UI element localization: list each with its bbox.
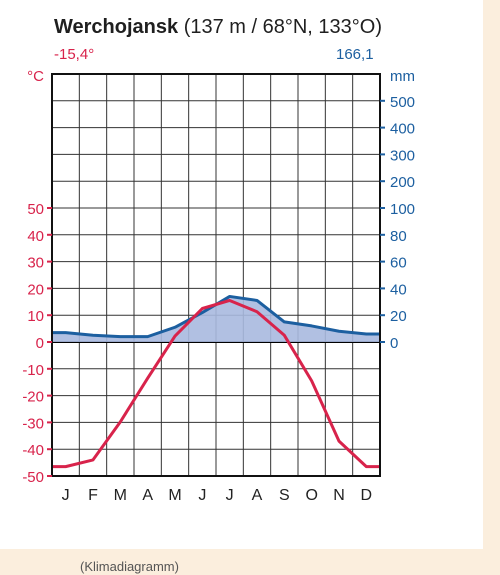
precipitation-tick-label: 400 bbox=[390, 121, 415, 138]
station-name: Werchojansk bbox=[54, 16, 179, 38]
precipitation-tick-label: 80 bbox=[390, 228, 407, 245]
precipitation-tick-label: 20 bbox=[390, 308, 407, 325]
figure-caption: (Klimadiagramm) bbox=[80, 559, 179, 574]
temperature-unit-label: °C bbox=[27, 68, 44, 85]
month-label: A bbox=[252, 487, 263, 504]
temperature-axis: 50 40 30 20 10 0 -10 -20 -30 -40 -50 °C bbox=[22, 68, 52, 486]
chart-grid bbox=[52, 74, 380, 476]
temperature-tick-label: 30 bbox=[27, 255, 44, 272]
month-label: A bbox=[142, 487, 153, 504]
temperature-tick-label: 50 bbox=[27, 201, 44, 218]
temperature-tick-label: -50 bbox=[22, 469, 44, 486]
temperature-tick-label: -40 bbox=[22, 442, 44, 459]
precipitation-unit-label: mm bbox=[390, 68, 415, 85]
temperature-tick-label: 10 bbox=[27, 308, 44, 325]
month-label: J bbox=[198, 487, 206, 504]
temperature-line bbox=[52, 298, 380, 469]
precipitation-tick-label: 60 bbox=[390, 255, 407, 272]
precipitation-tick-label: 0 bbox=[390, 335, 398, 352]
month-label: S bbox=[279, 487, 290, 504]
temperature-tick-label: 0 bbox=[36, 335, 44, 352]
chart-title: Werchojansk (137 m / 68°N, 133°O) bbox=[54, 16, 382, 39]
temperature-tick-label: 40 bbox=[27, 228, 44, 245]
month-label: M bbox=[168, 487, 181, 504]
page-background-bottom bbox=[0, 549, 500, 575]
month-label: J bbox=[226, 487, 234, 504]
annual-precipitation: 166,1 bbox=[336, 46, 374, 63]
precipitation-area bbox=[52, 296, 380, 342]
month-label: N bbox=[333, 487, 345, 504]
precipitation-tick-label: 100 bbox=[390, 201, 415, 218]
annual-mean-temperature: -15,4° bbox=[54, 46, 95, 63]
chart-frame bbox=[51, 73, 381, 477]
page-background-right bbox=[483, 0, 500, 575]
station-details: (137 m / 68°N, 133°O) bbox=[183, 16, 382, 38]
month-label: F bbox=[88, 487, 98, 504]
temperature-tick-label: -30 bbox=[22, 415, 44, 432]
month-label: M bbox=[114, 487, 127, 504]
precipitation-tick-label: 300 bbox=[390, 147, 415, 164]
month-label: J bbox=[62, 487, 70, 504]
precipitation-tick-label: 40 bbox=[390, 281, 407, 298]
temperature-tick-label: -20 bbox=[22, 389, 44, 406]
diagram-card bbox=[0, 0, 483, 549]
precipitation-tick-label: 200 bbox=[390, 174, 415, 191]
temperature-tick-label: 20 bbox=[27, 281, 44, 298]
plot-border bbox=[51, 73, 381, 477]
precipitation-tick-label: 500 bbox=[390, 94, 415, 111]
temperature-series bbox=[52, 298, 380, 469]
month-label: D bbox=[361, 487, 373, 504]
temperature-tick-label: -10 bbox=[22, 362, 44, 379]
month-label: O bbox=[305, 487, 317, 504]
